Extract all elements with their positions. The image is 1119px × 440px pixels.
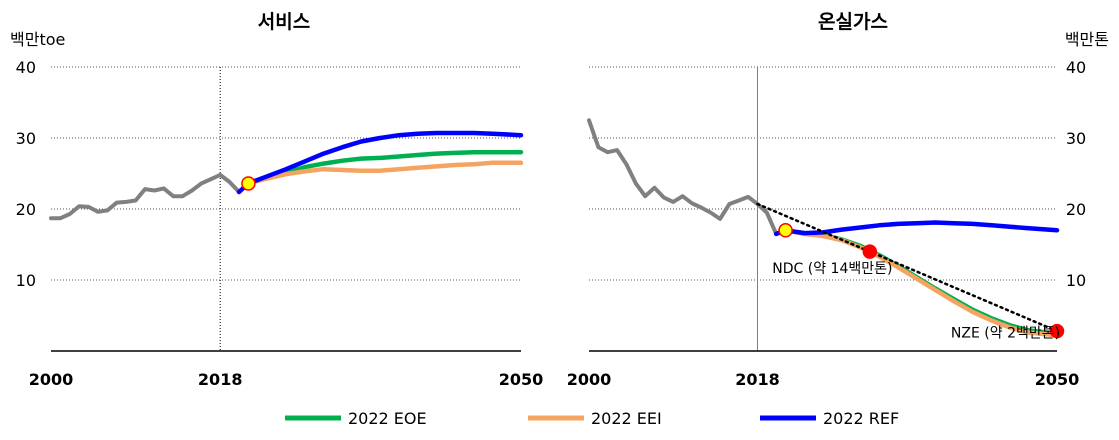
- services-unit-label: 백만toe: [10, 30, 65, 49]
- services-series-line-2022-eoe: [246, 149, 524, 186]
- ghg-marker-point: [778, 223, 793, 238]
- ghg-x-tick-label: 2018: [735, 370, 780, 389]
- legend: 2022 EOE 2022 EEI 2022 REF: [285, 409, 899, 428]
- legend-label: 2022 EOE: [348, 409, 427, 428]
- services-y-tick-label: 30: [16, 129, 36, 148]
- services-series: [49, 130, 524, 221]
- ghg-series-line-historical: [587, 118, 788, 236]
- ghg-y-tick-label: 30: [1066, 129, 1086, 148]
- ghg-title: 온실가스: [818, 11, 888, 33]
- ghg-series-line-2022-eei: [783, 228, 1060, 338]
- ghg-x-tick-label: 2000: [567, 370, 612, 389]
- ghg-unit-label: 백만톤: [1065, 30, 1109, 49]
- services-x-tick-labels: 2000 2018 2050: [29, 370, 544, 389]
- services-series-line-2022-ref: [236, 130, 524, 195]
- services-gridlines: [51, 66, 521, 281]
- ghg-series-line-2022-ref: [773, 220, 1060, 237]
- services-markers: [241, 176, 256, 191]
- ghg-series: [587, 118, 1060, 338]
- services-title: 서비스: [258, 11, 310, 33]
- services-x-tick-label: 2018: [198, 370, 243, 389]
- services-y-tick-label: 20: [16, 200, 36, 219]
- ghg-y-tick-label: 40: [1066, 58, 1086, 77]
- ghg-annotation-label: NDC (약 14백만톤): [772, 261, 892, 277]
- services-panel: 서비스 백만toe 10 20 30 40 2000 2018 2050: [10, 11, 543, 389]
- ghg-x-tick-labels: 2000 2018 2050: [567, 370, 1080, 389]
- ghg-annotation-label: NZE (약 2백만톤): [951, 326, 1060, 342]
- services-x-tick-label: 2000: [29, 370, 74, 389]
- ghg-markers: [778, 223, 1065, 339]
- ghg-panel: 온실가스 백만톤 10 20 30 40 2000 2018 2050 NDC (약 14…: [567, 11, 1109, 389]
- legend-label: 2022 REF: [823, 409, 899, 428]
- ghg-gridlines: [589, 66, 1057, 281]
- legend-label: 2022 EEI: [591, 409, 662, 428]
- ghg-annotations: NDC (약 14백만톤) NZE (약 2백만톤): [772, 261, 1060, 342]
- services-marker-point: [241, 176, 256, 191]
- services-series-line-2022-eei: [246, 160, 524, 186]
- ghg-marker-point: [862, 244, 878, 259]
- services-y-tick-labels: 10 20 30 40: [16, 58, 36, 290]
- ghg-y-tick-label: 20: [1066, 200, 1086, 219]
- services-series-line-historical: [49, 172, 241, 221]
- ghg-x-tick-label: 2050: [1035, 370, 1080, 389]
- services-x-tick-label: 2050: [499, 370, 544, 389]
- ghg-marker-point: [1049, 323, 1065, 339]
- ghg-y-tick-label: 10: [1066, 271, 1086, 290]
- services-y-tick-label: 10: [16, 271, 36, 290]
- services-y-tick-label: 40: [16, 58, 36, 77]
- ghg-y-tick-labels: 10 20 30 40: [1066, 58, 1086, 290]
